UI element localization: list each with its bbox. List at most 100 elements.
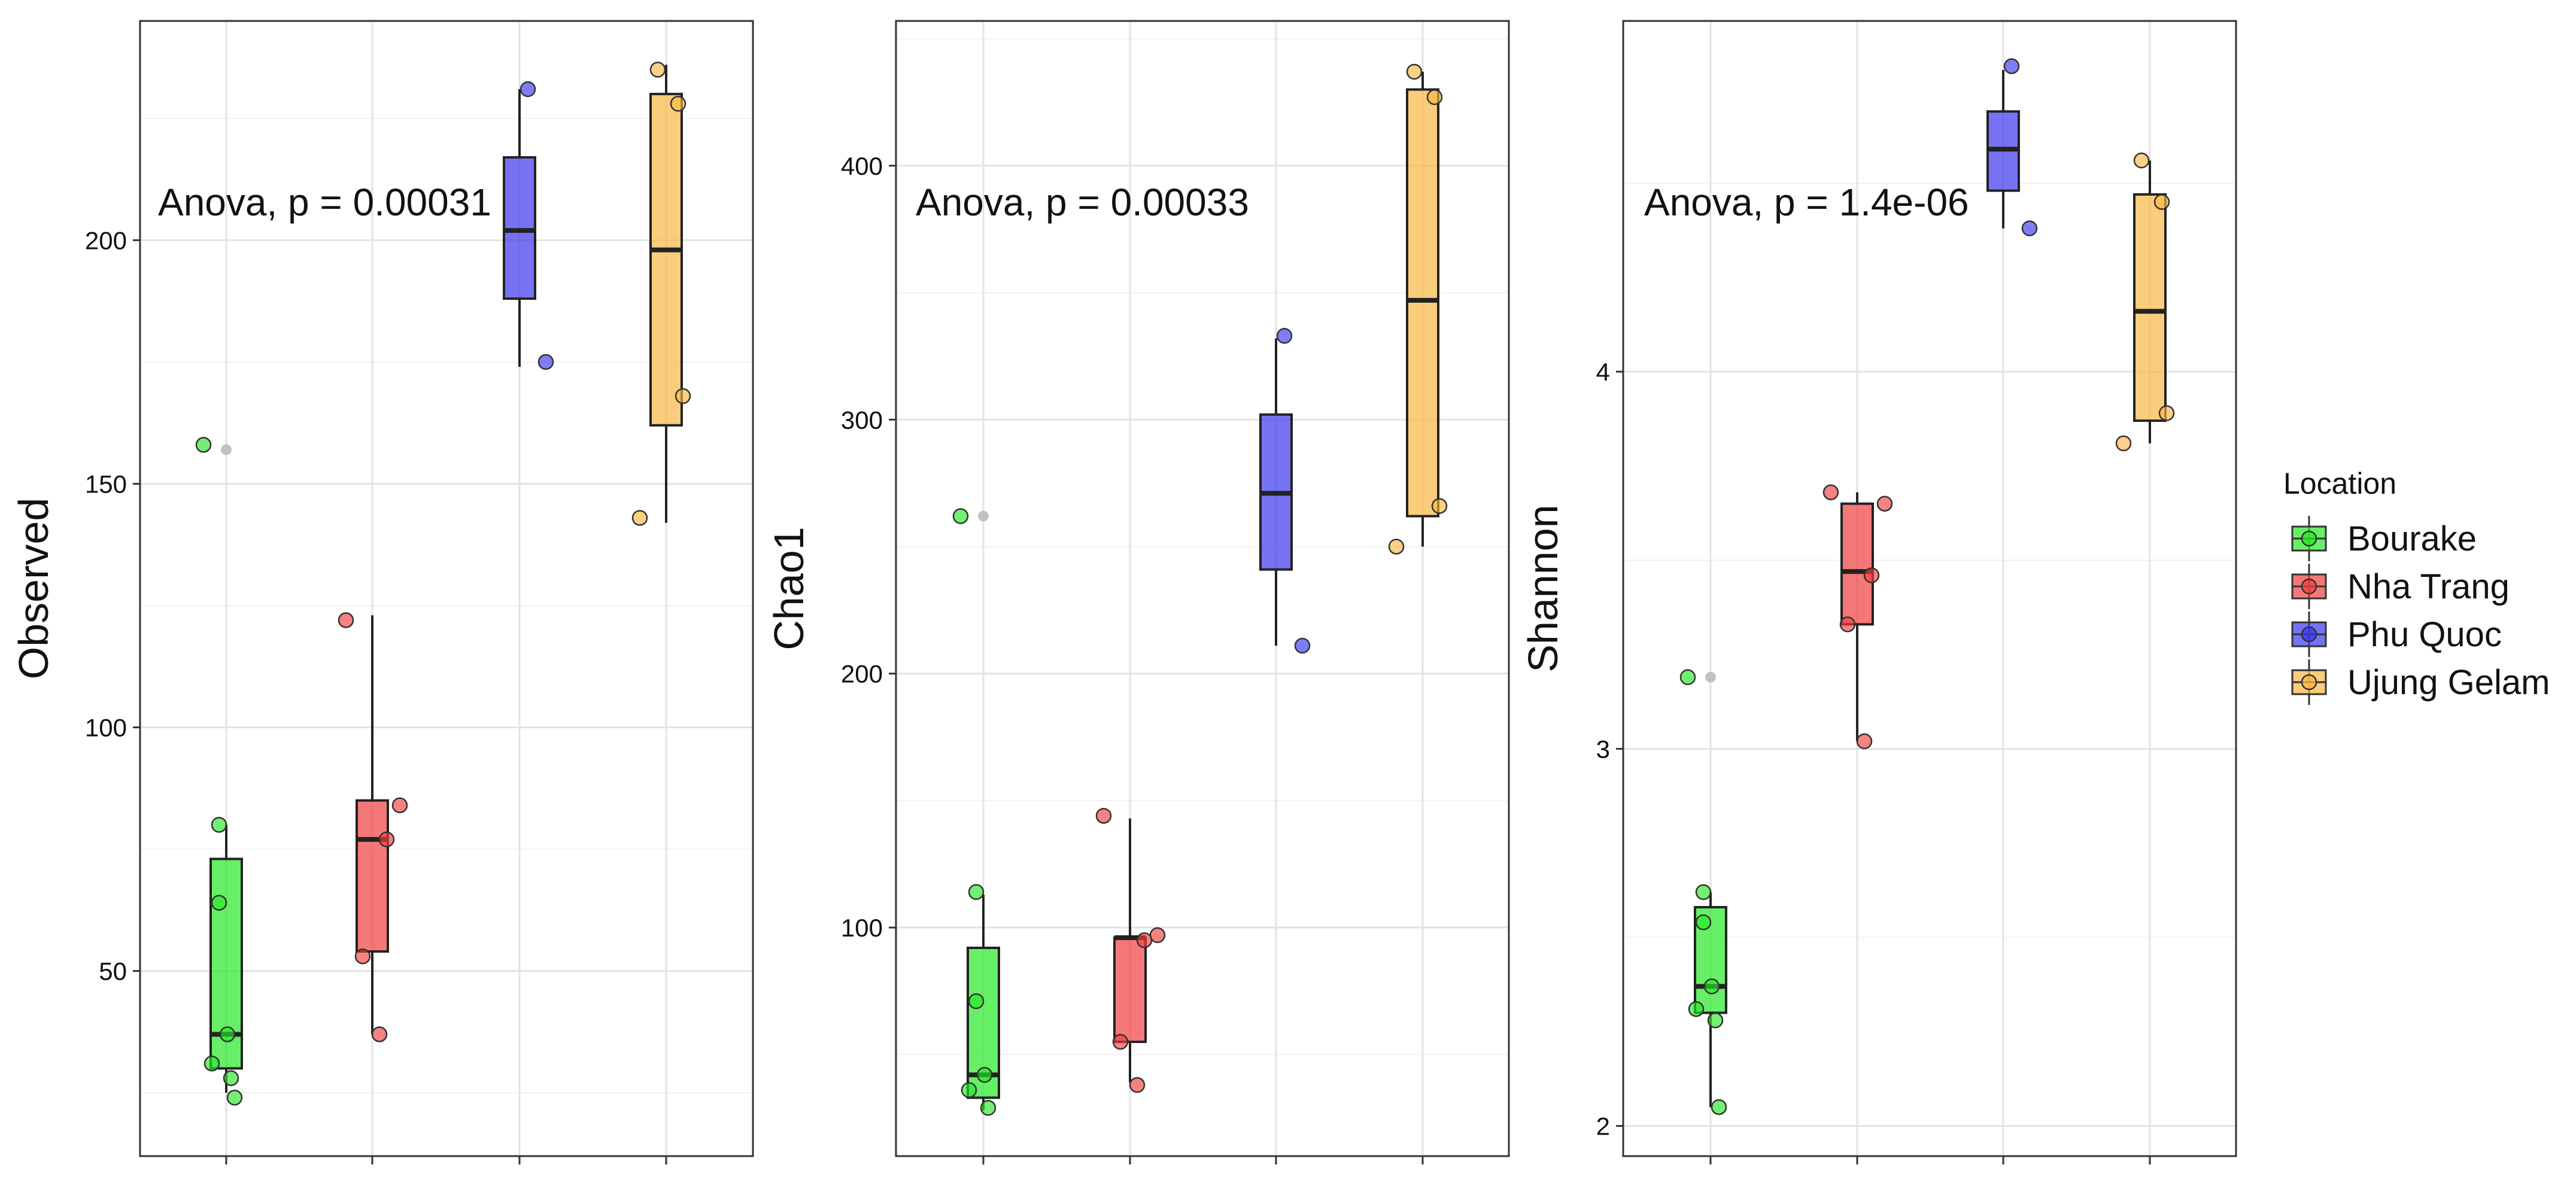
- data-point: [1431, 498, 1448, 514]
- box-ujung-gelam: [2133, 160, 2167, 443]
- box-nha-trang: [356, 615, 389, 1035]
- data-point: [1703, 978, 1720, 995]
- y-tick-label: 3: [1596, 735, 1610, 763]
- box-phu-quoc: [1986, 69, 2020, 229]
- legend-title: Location: [2283, 467, 2396, 500]
- data-point: [1149, 927, 1166, 944]
- legend-label: Phu Quoc: [2347, 615, 2502, 654]
- data-point: [219, 1026, 236, 1042]
- y-tick-label: 200: [841, 660, 883, 688]
- data-point: [2153, 194, 2170, 210]
- anova-annotation: Anova, p = 0.00033: [916, 181, 1249, 224]
- data-point: [226, 1090, 243, 1106]
- legend-key-point: [2301, 626, 2317, 643]
- outlier-point: [221, 444, 232, 455]
- data-point: [195, 437, 212, 453]
- panel-border: [1622, 20, 2237, 1157]
- legend-label: Ujung Gelam: [2347, 663, 2550, 702]
- y-tick-label: 300: [841, 406, 883, 434]
- data-point: [976, 1066, 993, 1083]
- box-ujung-gelam: [1406, 71, 1439, 547]
- anova-annotation: Anova, p = 1.4e-06: [1644, 181, 1969, 224]
- data-point: [1695, 884, 1712, 901]
- data-point: [203, 1056, 220, 1072]
- box-iqr: [1840, 502, 1874, 626]
- data-point: [1863, 567, 1880, 583]
- legend-item: Phu Quoc: [2291, 612, 2502, 657]
- data-point: [980, 1100, 997, 1116]
- y-tick-label: 150: [85, 470, 127, 498]
- box-iqr: [356, 799, 389, 953]
- data-point: [223, 1070, 239, 1086]
- data-point: [211, 895, 227, 911]
- panel-observed: 50 100 150 200 Anova, p = 0.00031 Observed: [10, 20, 754, 1164]
- legend-item: Nha Trang: [2291, 564, 2510, 609]
- data-point: [968, 884, 985, 900]
- data-point: [211, 817, 227, 833]
- data-point: [1136, 932, 1153, 948]
- legend-item: Bourake: [2291, 516, 2477, 561]
- data-point: [968, 993, 985, 1010]
- data-point: [391, 797, 408, 814]
- outlier-point: [1705, 671, 1716, 683]
- legend-label: Bourake: [2347, 519, 2477, 558]
- data-point: [1294, 637, 1311, 654]
- panel-border: [139, 20, 754, 1157]
- data-point: [952, 508, 969, 524]
- y-tick-label: 200: [85, 226, 127, 254]
- data-point: [520, 81, 536, 98]
- data-point: [354, 948, 371, 965]
- data-point: [2115, 435, 2132, 452]
- box-bourake: [209, 444, 243, 1093]
- data-point: [631, 510, 648, 526]
- legend-key-point: [2301, 578, 2317, 595]
- panel-chao1: 100 200 300 400 Anova, p = 0.00033 Chao1: [765, 20, 1510, 1164]
- data-point: [1711, 1099, 1727, 1115]
- data-point: [378, 831, 395, 848]
- data-point: [649, 62, 666, 78]
- data-point: [1095, 808, 1112, 824]
- data-point: [675, 388, 691, 405]
- legend-key-point: [2301, 530, 2317, 547]
- y-tick-label: 400: [841, 152, 883, 180]
- box-phu-quoc: [503, 89, 536, 367]
- anova-annotation: Anova, p = 0.00031: [158, 181, 491, 224]
- y-axis-label: Chao1: [765, 527, 812, 650]
- y-tick-label: 100: [85, 714, 127, 742]
- data-point: [1276, 327, 1293, 344]
- data-point: [1426, 89, 1443, 105]
- data-point: [1707, 1012, 1724, 1029]
- legend-key-point: [2301, 674, 2317, 691]
- box-iqr: [649, 93, 683, 427]
- y-tick-label: 4: [1596, 358, 1610, 386]
- legend-item: Ujung Gelam: [2291, 659, 2550, 705]
- data-point: [2003, 58, 2020, 74]
- box-ujung-gelam: [649, 65, 683, 523]
- data-point: [961, 1082, 977, 1098]
- data-point: [1688, 1001, 1705, 1017]
- y-axis-label: Observed: [10, 498, 57, 679]
- data-point: [1388, 539, 1405, 555]
- box-iqr: [503, 156, 536, 300]
- data-point: [1856, 733, 1873, 749]
- data-point: [1695, 914, 1712, 931]
- data-point: [2021, 220, 2038, 236]
- data-point: [1406, 63, 1423, 80]
- data-point: [1112, 1033, 1129, 1050]
- box-iqr: [1113, 936, 1147, 1044]
- data-point: [1839, 616, 1856, 633]
- y-axis-label: Shannon: [1520, 504, 1566, 672]
- data-point: [2133, 152, 2150, 169]
- y-tick-label: 2: [1596, 1112, 1610, 1141]
- data-point: [2158, 405, 2175, 421]
- box-nha-trang: [1113, 818, 1147, 1083]
- data-point: [338, 612, 354, 628]
- data-point: [1876, 495, 1893, 512]
- legend: Location Bourake Nha Trang Phu Quoc Ujung Ge…: [2283, 467, 2550, 705]
- panel-border: [895, 20, 1510, 1157]
- data-point: [1679, 669, 1696, 685]
- data-point: [537, 354, 554, 370]
- data-point: [1129, 1077, 1146, 1093]
- legend-label: Nha Trang: [2347, 567, 2510, 606]
